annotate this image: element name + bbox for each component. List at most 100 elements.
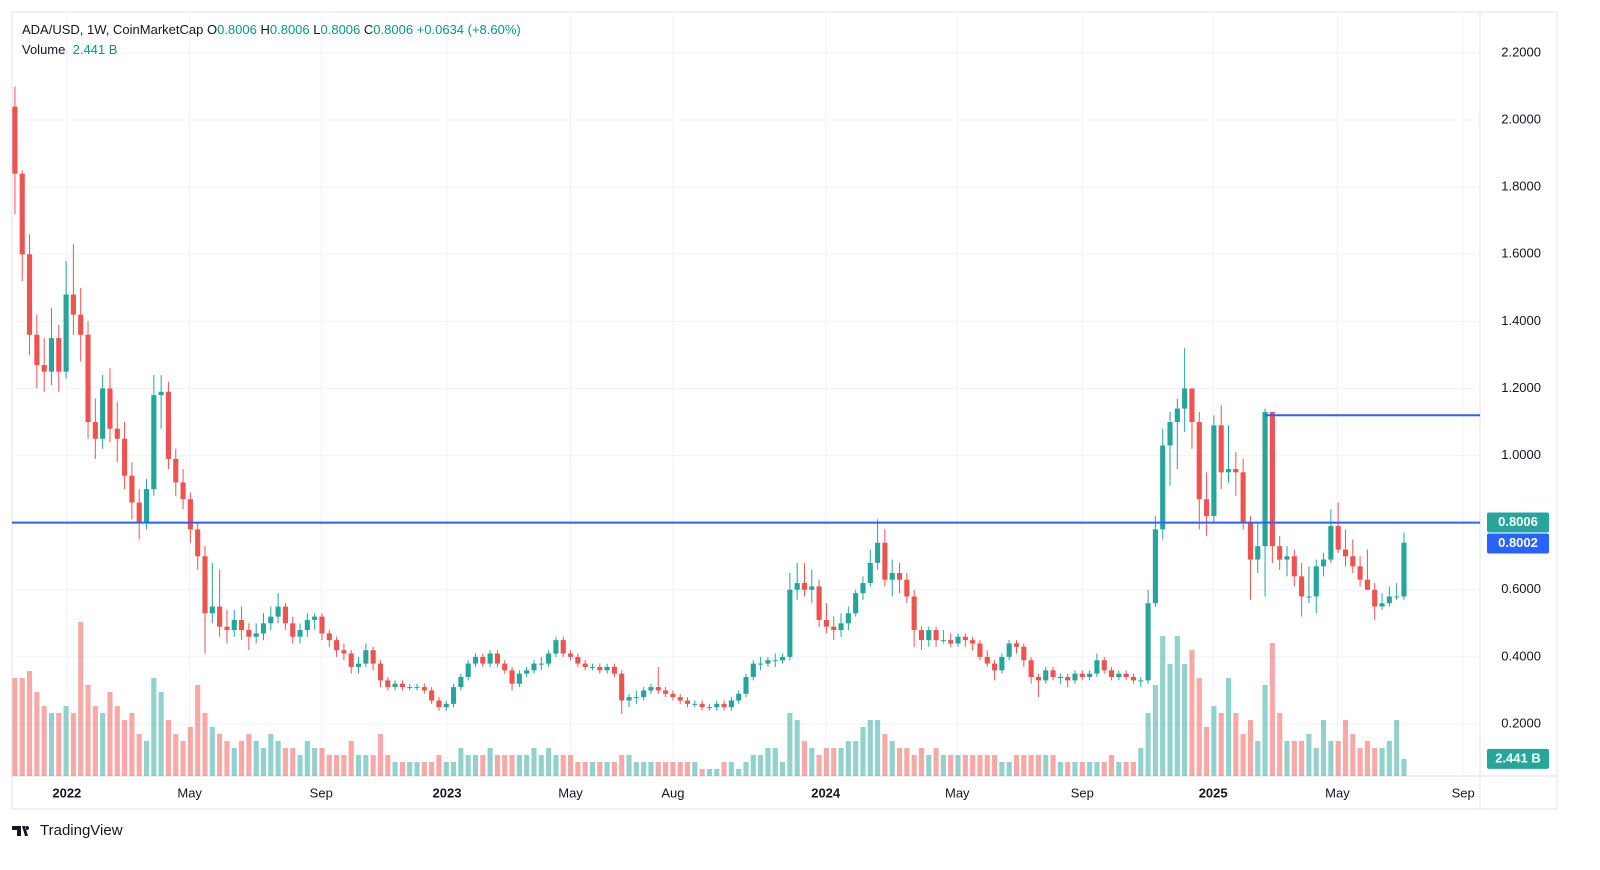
candle-body: [290, 623, 296, 637]
volume-bar: [465, 755, 471, 776]
candle-body: [238, 619, 245, 631]
candle-body: [63, 294, 69, 372]
candle-body: [1262, 411, 1268, 547]
candle-body: [750, 663, 756, 678]
candle-body: [772, 660, 778, 662]
field-key: L: [313, 22, 321, 37]
volume-bar: [823, 748, 829, 776]
candle-body: [1204, 499, 1210, 516]
candle-body: [202, 556, 208, 614]
candle-body: [1138, 680, 1144, 682]
candle-body: [1291, 556, 1297, 577]
symbol: ADA/USD, 1W, CoinMarketCap: [22, 22, 204, 37]
line-price-label-bg: [1487, 533, 1549, 554]
volume-bar: [663, 762, 669, 776]
candle-body: [933, 630, 939, 641]
x-tick-label: 2022: [52, 785, 81, 800]
volume-bar: [1313, 748, 1319, 776]
candle-body: [429, 690, 435, 701]
volume-bar: [706, 769, 713, 776]
candle-body: [480, 656, 486, 664]
volume-bar: [838, 748, 844, 776]
volume-bar: [882, 734, 888, 776]
volume-bar: [158, 692, 164, 776]
volume-bar: [575, 762, 581, 776]
candle-body: [787, 589, 793, 657]
candle-body: [180, 482, 186, 500]
volume-bar: [940, 755, 946, 776]
volume-bar: [736, 769, 742, 776]
candle-body: [246, 630, 252, 637]
candle-body: [1299, 576, 1305, 597]
volume-bar: [1057, 762, 1063, 776]
volume-bar: [1050, 755, 1056, 776]
candle-body: [312, 616, 318, 620]
candle-body: [1313, 566, 1319, 597]
volume-bar: [509, 755, 515, 776]
legend-row: ADA/USD, 1W, CoinMarketCap O0.8006 H0.80…: [22, 22, 521, 37]
candle-body: [407, 687, 413, 689]
candle-body: [136, 502, 142, 523]
candle-body: [721, 703, 727, 708]
candle-body: [1277, 546, 1283, 560]
candle-body: [260, 623, 267, 634]
candle-body: [1160, 445, 1166, 530]
candle-body: [1072, 673, 1078, 681]
candle-body: [1240, 472, 1246, 523]
candle-body: [743, 677, 749, 694]
candle-body: [867, 562, 873, 584]
candle-body: [1386, 596, 1392, 604]
volume-bar: [1291, 741, 1297, 776]
volume-legend: Volume 2.441 B: [22, 42, 117, 57]
volume-bar: [414, 762, 420, 776]
candle-body: [838, 623, 844, 631]
volume-bar: [743, 762, 749, 776]
candle-body: [187, 499, 193, 530]
volume-bar: [604, 762, 610, 776]
volume-bar: [341, 755, 347, 776]
candle-body: [875, 542, 881, 563]
y-tick-label: 1.2000: [1501, 380, 1541, 395]
candle-body: [1182, 388, 1188, 409]
volume-bar: [1328, 741, 1334, 776]
volume-bar: [626, 755, 632, 776]
candle-body: [516, 673, 522, 684]
candle-body: [809, 586, 815, 590]
volume-bar: [1394, 720, 1400, 776]
x-tick-label: Aug: [661, 785, 684, 800]
volume-bar: [926, 755, 932, 776]
chart-frame: [11, 11, 1558, 810]
candle-body: [268, 616, 274, 624]
volume-bar: [451, 762, 457, 776]
volume-bar: [1094, 762, 1100, 776]
logo-text: TradingView: [40, 822, 123, 839]
candle-body: [1087, 673, 1093, 678]
candle-body: [611, 666, 617, 674]
candle-body: [641, 690, 647, 698]
volume-bar: [63, 706, 69, 776]
logo-icon: [12, 826, 30, 836]
volume-bar: [217, 734, 223, 776]
volume-bar: [385, 755, 391, 776]
volume-bar: [721, 762, 727, 776]
volume-bar: [816, 755, 822, 776]
candle-body: [436, 700, 442, 708]
volume-bar: [458, 748, 464, 776]
candle-body: [399, 683, 405, 688]
volume-bar: [429, 762, 435, 776]
candle-body: [1394, 596, 1400, 598]
candle-body: [1174, 408, 1180, 423]
volume-bar: [889, 741, 895, 776]
candle-body: [1094, 660, 1100, 674]
volume-bar: [363, 755, 369, 776]
volume-bar: [1299, 741, 1305, 776]
volume-bar: [1379, 748, 1385, 776]
volume-bar: [165, 720, 172, 776]
volume-bar: [1342, 720, 1349, 776]
volume-bar: [136, 734, 142, 776]
candle-body: [992, 663, 998, 671]
volume-bar: [1167, 664, 1173, 776]
volume-bar: [1065, 762, 1071, 776]
volume-bar: [1028, 755, 1034, 776]
candle-body: [217, 606, 223, 627]
